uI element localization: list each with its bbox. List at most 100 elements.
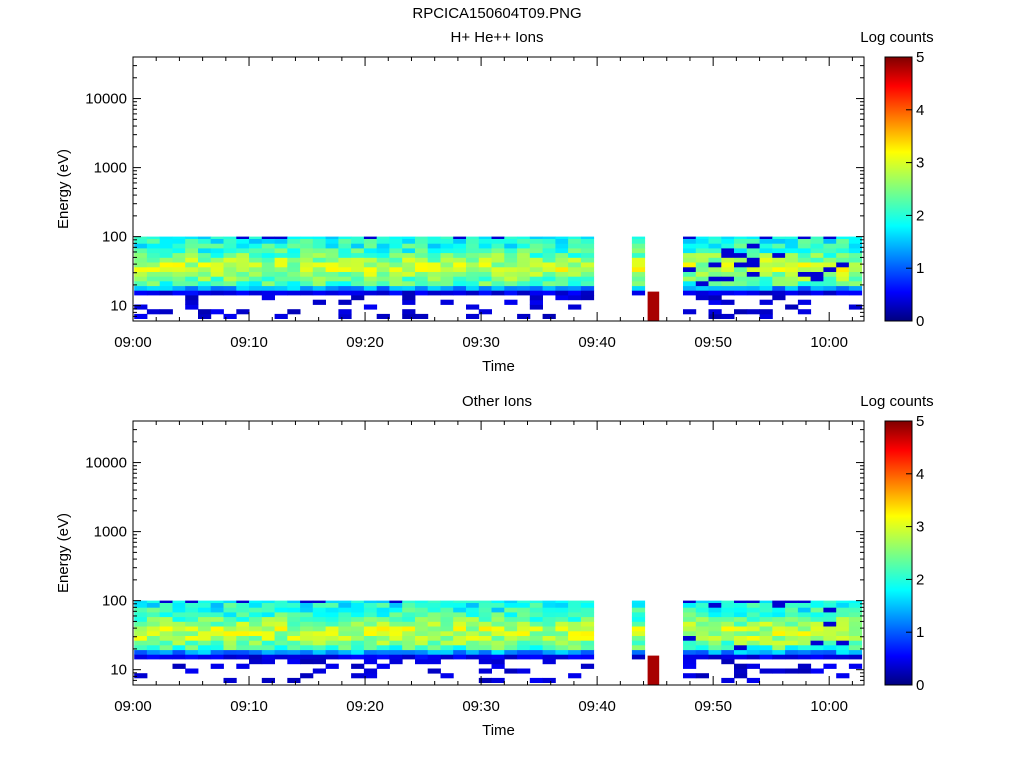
heatmap-cell (631, 243, 646, 249)
heatmap-cell (338, 313, 352, 319)
heatmap-cell (261, 635, 275, 641)
heatmap-cell (287, 243, 301, 249)
heatmap-cell (223, 654, 237, 660)
heatmap-cell (529, 243, 543, 249)
heatmap-cell (568, 281, 582, 287)
heatmap-cell (466, 252, 480, 258)
heatmap-cell (504, 262, 518, 268)
heatmap-cell (555, 248, 569, 254)
heatmap-cell (695, 238, 709, 244)
heatmap-cell (249, 236, 263, 239)
heatmap-cell (440, 600, 454, 603)
heatmap-cell (797, 243, 812, 249)
heatmap-cell (529, 654, 543, 660)
heatmap-cell (312, 236, 326, 239)
heatmap-cell (325, 654, 339, 660)
heatmap-cell (159, 276, 173, 282)
heatmap-cell (848, 630, 863, 636)
heatmap-cell (351, 257, 365, 263)
heatmap-cell (695, 236, 709, 239)
heatmap-cell (185, 238, 199, 244)
heatmap-cell (453, 607, 467, 613)
heatmap-cell (529, 281, 543, 287)
heatmap-cell (823, 248, 837, 254)
heatmap-cell (363, 252, 378, 258)
heatmap-cell (287, 276, 301, 282)
heatmap-cell (542, 252, 556, 258)
heatmap-cell (759, 654, 773, 660)
heatmap-cell (325, 238, 339, 244)
heatmap-cell (580, 607, 595, 613)
heatmap-cell (210, 248, 224, 254)
heatmap-cell (236, 252, 250, 258)
heatmap-cell (683, 616, 697, 622)
heatmap-cell (236, 271, 250, 277)
heatmap-cell (249, 252, 263, 258)
heatmap-cell (440, 621, 454, 627)
heatmap-cell (708, 612, 722, 618)
heatmap-cell (555, 645, 569, 651)
heatmap-cell (223, 607, 237, 613)
heatmap-cell (389, 290, 403, 296)
heatmap-cell (134, 248, 148, 254)
heatmap-cell (402, 621, 416, 627)
heatmap-cell (772, 621, 786, 627)
heatmap-cell (389, 645, 403, 651)
heatmap-cell (415, 616, 429, 622)
heatmap-cell (555, 281, 569, 287)
heatmap-cell (491, 285, 505, 291)
heatmap-cell (836, 290, 850, 296)
heatmap-cell (312, 271, 326, 277)
heatmap-cell (580, 612, 595, 618)
heatmap-cell (223, 640, 237, 646)
heatmap-cell (734, 290, 748, 296)
heatmap-cell (427, 607, 441, 613)
heatmap-cell (568, 243, 582, 249)
heatmap-cell (580, 281, 595, 287)
heatmap-cell (261, 645, 275, 651)
heatmap-cell (580, 295, 595, 301)
heatmap-cell (759, 243, 773, 249)
heatmap-cell (300, 654, 314, 660)
heatmap-cell (389, 262, 403, 268)
heatmap-cell (708, 285, 722, 291)
heatmap-cell (376, 621, 390, 627)
heatmap-cell (210, 236, 224, 239)
heatmap-cell (312, 285, 326, 291)
heatmap-cell (466, 602, 480, 608)
heatmap-cell (338, 626, 352, 632)
x-axis-label: Time (482, 722, 515, 739)
heatmap-cell (580, 243, 595, 249)
heatmap-cell (542, 621, 556, 627)
heatmap-cell (210, 654, 224, 660)
heatmap-cell (134, 600, 148, 603)
heatmap-cell (721, 271, 735, 277)
heatmap-cell (325, 266, 339, 272)
heatmap-cell (198, 635, 212, 641)
heatmap-cell (325, 607, 339, 613)
heatmap-cell (491, 252, 505, 258)
heatmap-cell (491, 262, 505, 268)
heatmap-cell (708, 257, 722, 263)
heatmap-cell (363, 266, 378, 272)
heatmap-cell (529, 271, 543, 277)
heatmap-cell (300, 630, 314, 636)
heatmap-cell (389, 266, 403, 272)
heatmap-cell (734, 621, 748, 627)
heatmap-cell (478, 654, 492, 660)
heatmap-cell (797, 668, 812, 674)
heatmap-cell (797, 248, 812, 254)
heatmap-cell (478, 621, 492, 627)
heatmap-cell (721, 276, 735, 282)
heatmap-cell (580, 649, 595, 655)
heatmap-cell (580, 248, 595, 254)
heatmap-cell (453, 612, 467, 618)
heatmap-cell (491, 290, 505, 296)
heatmap-cell (427, 645, 441, 651)
heatmap-cell (785, 266, 799, 272)
heatmap-cell (376, 271, 390, 277)
heatmap-cell (274, 645, 288, 651)
heatmap-cell (338, 281, 352, 287)
heatmap-cell (721, 659, 735, 665)
